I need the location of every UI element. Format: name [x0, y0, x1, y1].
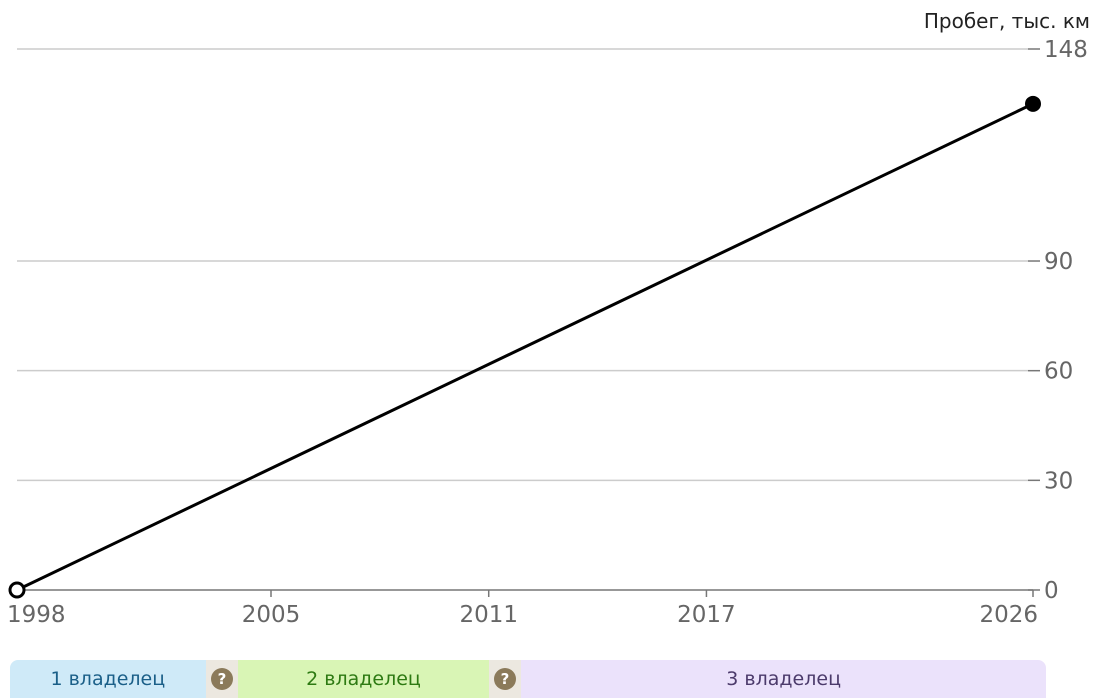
- owner-label: 2 владелец: [306, 668, 421, 690]
- x-tick-label-1998: 1998: [7, 602, 66, 628]
- y-tick-label-148: 148: [1044, 37, 1088, 63]
- x-tick-label-2017: 2017: [677, 602, 736, 628]
- owner-segment-2: 2 владелец: [238, 660, 489, 698]
- x-tick-label-2005: 2005: [242, 602, 301, 628]
- y-tick-label-90: 90: [1044, 249, 1073, 275]
- owner-label: 3 владелец: [726, 668, 842, 690]
- owners-bar: 1 владелец? 2 владелец? 3 владелец: [10, 660, 1046, 698]
- mileage-chart: Пробег, тыс. км 0 30 60 90 148 1998 2005 2011 201…: [7, 9, 1090, 628]
- data-point-1998: [8, 581, 26, 599]
- question-icon[interactable]: ?: [494, 668, 517, 690]
- y-axis-unit-label: Пробег, тыс. км: [924, 9, 1090, 33]
- y-tick-label-30: 30: [1044, 468, 1073, 494]
- owner-gap-1: ?: [205, 660, 239, 698]
- x-tick-label-2011: 2011: [459, 602, 518, 628]
- question-icon[interactable]: ?: [211, 668, 233, 690]
- data-point-2026: [1025, 95, 1041, 112]
- owner-segment-4: 3 владелец: [521, 660, 1046, 698]
- x-tick-label-2026: 2026: [979, 602, 1038, 628]
- owner-segment-0: 1 владелец: [10, 660, 206, 698]
- y-tick-label-0: 0: [1044, 578, 1059, 604]
- owner-label: 1 владелец: [50, 668, 166, 690]
- y-tick-label-60: 60: [1044, 359, 1073, 385]
- owner-gap-3: ?: [488, 660, 522, 698]
- series-line-0: [16, 102, 1034, 592]
